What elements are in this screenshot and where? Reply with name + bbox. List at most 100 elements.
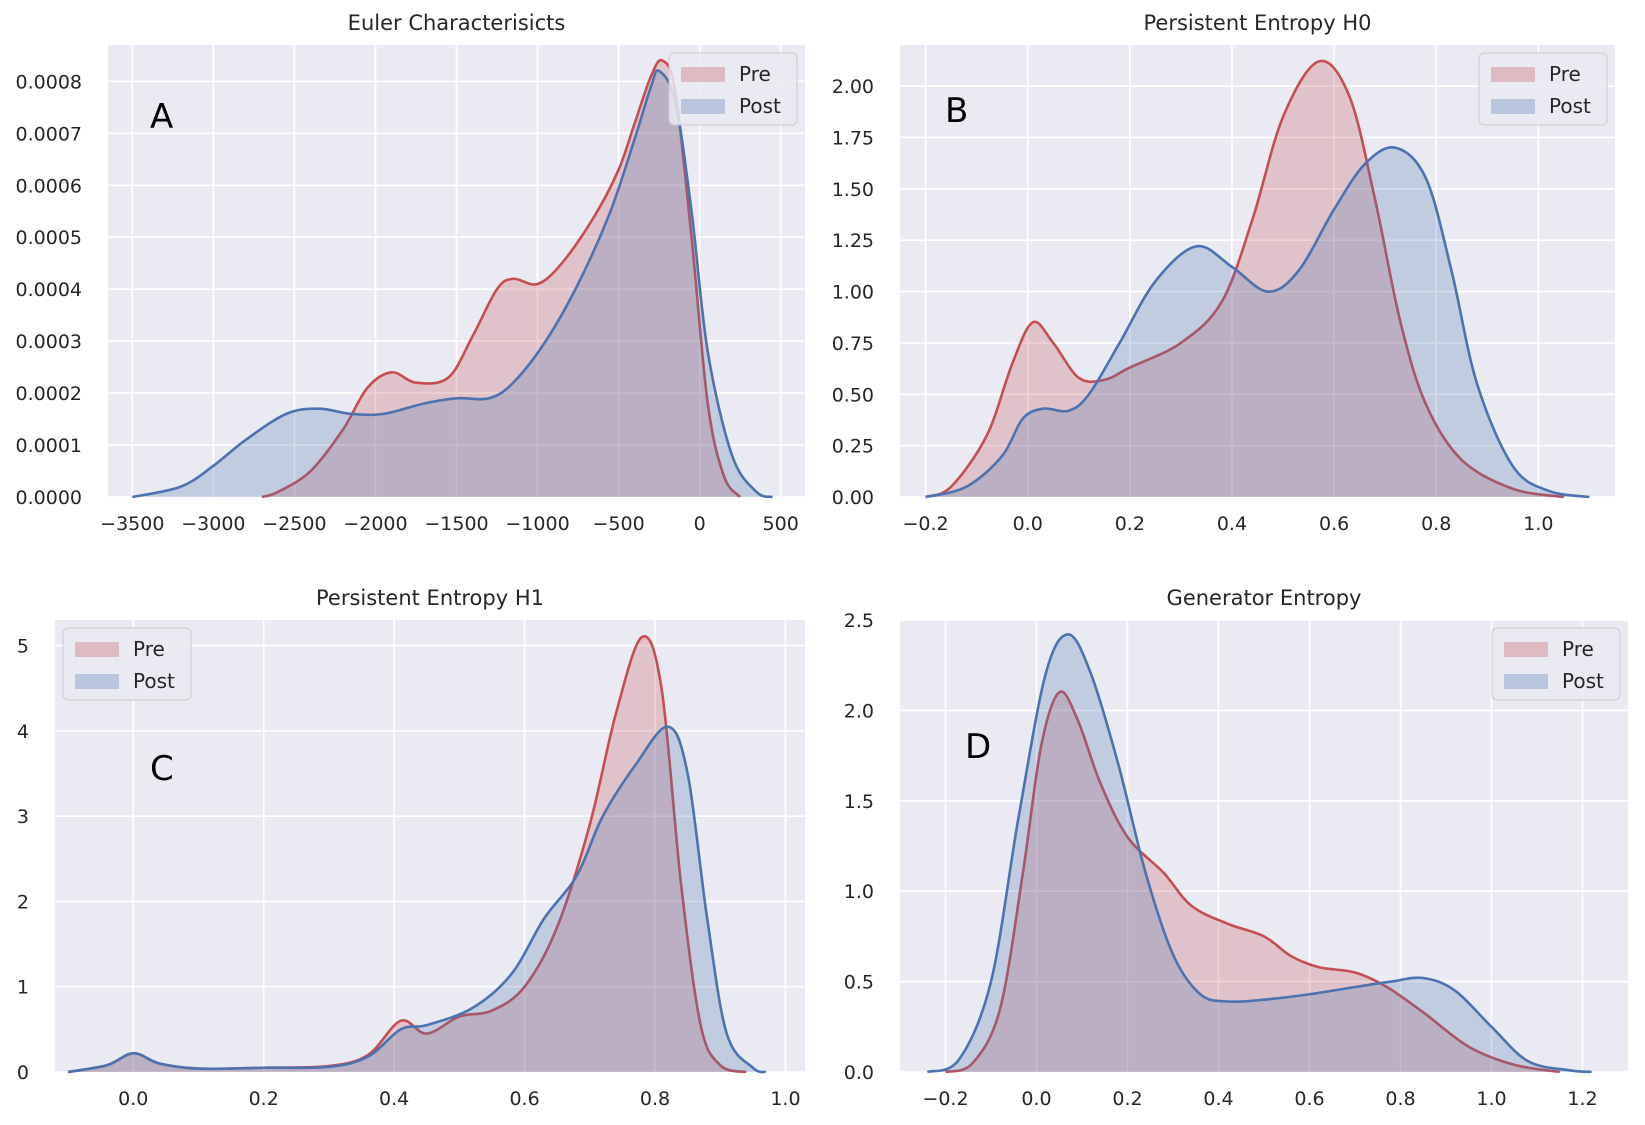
density-line-pre (945, 690, 1560, 1074)
panel-label: D (965, 727, 991, 767)
y-tick-label: 0.0004 (16, 279, 82, 301)
y-tick-label: 0.0000 (16, 487, 82, 509)
panel-label: C (150, 749, 174, 789)
x-tick-label: 0.2 (249, 1088, 279, 1110)
x-tick-label: 0.0 (118, 1088, 148, 1110)
density-line-post (926, 633, 1592, 1074)
legend-swatch-pre (1491, 67, 1535, 82)
x-tick-label: −0.2 (902, 513, 948, 535)
density-line-post (925, 146, 1590, 499)
legend-swatch-pre (1504, 642, 1548, 657)
legend: Pre Post (62, 627, 192, 701)
density-area-post (68, 726, 766, 1073)
y-tick-label: 0.0001 (16, 435, 82, 457)
legend-label-post: Post (1562, 669, 1604, 693)
legend-frame (62, 627, 192, 701)
x-tick-label: 0.0 (1013, 513, 1043, 535)
chart-title: Euler Characterisicts (348, 11, 566, 35)
y-tick-label: 0.0007 (16, 123, 82, 145)
x-tick-label: 0.0 (1021, 1088, 1051, 1110)
x-tick-label: 0.2 (1112, 1088, 1142, 1110)
chart-title: Generator Entropy (1167, 586, 1362, 610)
legend-swatch-pre (681, 67, 725, 82)
x-tick-label: −1500 (424, 513, 488, 535)
x-tick-label: −2500 (262, 513, 326, 535)
density-area-pre (925, 60, 1564, 498)
x-tick-label: 1.0 (1476, 1088, 1506, 1110)
x-tick-label: 1.0 (1523, 513, 1553, 535)
legend-frame (1478, 52, 1608, 126)
density-line-pre (261, 58, 742, 499)
x-tick-label: 0.2 (1115, 513, 1145, 535)
y-tick-label: 0.0 (844, 1062, 874, 1084)
legend: Pre Post (1491, 627, 1621, 701)
y-tick-label: 3 (17, 806, 29, 828)
y-tick-label: 0.25 (832, 436, 874, 458)
density-line-post (67, 725, 767, 1074)
y-tick-label: 0.50 (832, 384, 874, 406)
x-tick-label: 0.4 (1217, 513, 1247, 535)
x-tick-label: 0.8 (640, 1088, 670, 1110)
y-tick-label: 0.0005 (16, 227, 82, 249)
chart-title: Persistent Entropy H1 (316, 586, 544, 610)
x-tick-label: −500 (592, 513, 644, 535)
y-tick-label: 1 (17, 977, 29, 999)
legend-swatch-post (681, 99, 725, 114)
x-tick-label: −2000 (343, 513, 407, 535)
y-tick-label: 0.00 (832, 487, 874, 509)
panel-persistent-entropy-h0: −0.2 0.0 0.2 0.4 0.6 0.8 1.0 0.00 0.25 0.50 0.75 1.… (832, 11, 1615, 535)
density-area-pre (261, 60, 741, 497)
density-line-post (132, 69, 773, 499)
legend-swatch-post (1491, 99, 1535, 114)
y-tick-label: 2.0 (844, 700, 874, 722)
legend-frame (668, 52, 798, 126)
legend-label-pre: Pre (739, 62, 771, 86)
x-tick-label: 0.6 (509, 1088, 539, 1110)
panel-euler-characteristics: −3500 −3000 −2500 −2000 −1500 −1000 −500 0 500 0.… (16, 11, 805, 535)
y-tick-label: 2.5 (844, 610, 874, 632)
legend-label-pre: Pre (133, 637, 165, 661)
x-tick-label: 0.4 (379, 1088, 409, 1110)
y-tick-label: 0.0006 (16, 175, 82, 197)
legend-frame (1491, 627, 1621, 701)
legend-label-post: Post (133, 669, 175, 693)
density-area-post (925, 147, 1590, 498)
chart-title: Persistent Entropy H0 (1144, 11, 1372, 35)
y-tick-label: 0.0003 (16, 331, 82, 353)
legend: Pre Post (668, 52, 798, 126)
panel-label: B (945, 91, 968, 131)
y-tick-label: 0.75 (832, 333, 874, 355)
x-tick-label: 500 (763, 513, 799, 535)
x-tick-label: 1.0 (770, 1088, 800, 1110)
x-tick-label: −0.2 (922, 1088, 968, 1110)
legend-swatch-post (1504, 674, 1548, 689)
legend-label-post: Post (739, 94, 781, 118)
x-tick-label: 0.6 (1319, 513, 1349, 535)
x-tick-label: 0.8 (1385, 1088, 1415, 1110)
y-tick-label: 1.50 (832, 179, 874, 201)
panel-persistent-entropy-h1: 0.0 0.2 0.4 0.6 0.8 1.0 0 1 2 3 4 5 Persistent Entro… (17, 586, 805, 1110)
y-tick-label: 0.0008 (16, 71, 82, 93)
y-tick-label: 0 (17, 1062, 29, 1084)
x-tick-label: 0 (694, 513, 706, 535)
density-area-pre (945, 691, 1560, 1072)
density-line-pre (925, 59, 1565, 499)
legend-label-pre: Pre (1562, 637, 1594, 661)
y-tick-label: 4 (17, 721, 29, 743)
density-area-pre (68, 636, 747, 1072)
density-area-post (927, 634, 1592, 1072)
panel-generator-entropy: −0.2 0.0 0.2 0.4 0.6 0.8 1.0 1.2 0.0 0.5 1.0 1.5 2.0… (844, 586, 1628, 1110)
x-tick-label: 0.8 (1421, 513, 1451, 535)
panel-label: A (150, 97, 173, 137)
legend: Pre Post (1478, 52, 1608, 126)
x-tick-label: 0.4 (1203, 1088, 1233, 1110)
legend-label-pre: Pre (1549, 62, 1581, 86)
x-tick-label: −3500 (100, 513, 164, 535)
x-tick-label: −3000 (181, 513, 245, 535)
y-tick-label: 2.00 (832, 76, 874, 98)
y-tick-label: 1.0 (844, 881, 874, 903)
x-tick-label: −1000 (505, 513, 569, 535)
x-tick-label: 1.2 (1567, 1088, 1597, 1110)
y-tick-label: 0.0002 (16, 383, 82, 405)
